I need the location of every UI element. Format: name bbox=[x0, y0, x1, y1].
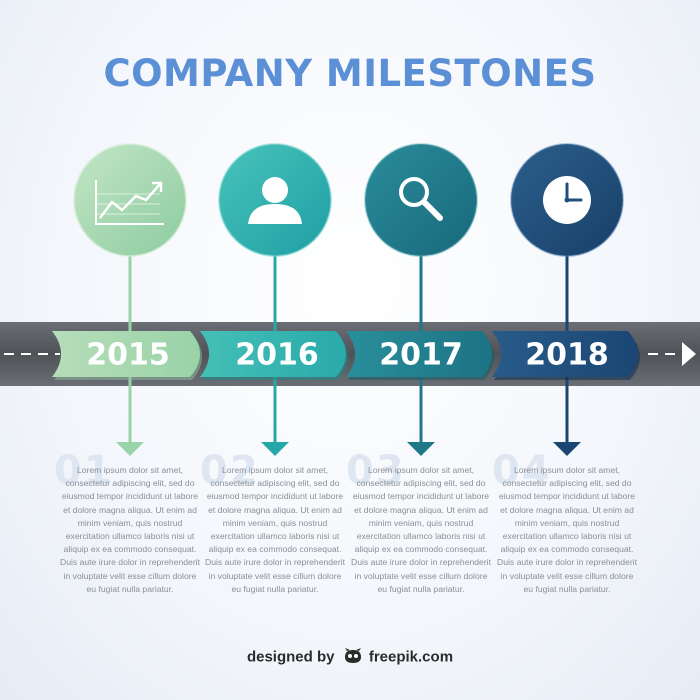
footer-credit: designed by freepik.com bbox=[0, 648, 700, 667]
user-icon bbox=[248, 177, 302, 224]
step-number-04: 04 bbox=[492, 448, 552, 494]
year-2017-label: 2017 bbox=[379, 338, 463, 373]
milestone-circle-2016 bbox=[218, 143, 332, 257]
year-tag-2016: 2016 bbox=[200, 331, 348, 380]
year-2018-label: 2018 bbox=[525, 338, 609, 373]
milestone-circle-2015 bbox=[73, 143, 187, 257]
step-number-03: 03 bbox=[346, 448, 406, 494]
milestone-description-2016: Lorem ipsum dolor sit amet, consectetur … bbox=[205, 465, 345, 594]
year-tag-2017: 2017 bbox=[346, 331, 494, 380]
magnifier-icon bbox=[399, 177, 443, 221]
year-tag-2018: 2018 bbox=[492, 331, 640, 380]
line-chart-icon bbox=[95, 180, 164, 225]
page-title: COMPANY MILESTONES bbox=[103, 52, 597, 95]
milestone-description-2017: Lorem ipsum dolor sit amet, consectetur … bbox=[351, 465, 491, 594]
milestone-circle-2017 bbox=[364, 143, 478, 257]
year-2015-label: 2015 bbox=[86, 338, 170, 373]
freepik-logo-icon bbox=[344, 648, 361, 663]
milestone-description-2018: Lorem ipsum dolor sit amet, consectetur … bbox=[497, 465, 637, 594]
year-2016-label: 2016 bbox=[235, 338, 319, 373]
milestone-circle-2018 bbox=[510, 143, 624, 257]
step-number-01: 01 bbox=[54, 448, 114, 494]
footer-prefix: designed by bbox=[246, 648, 335, 666]
step-number-02: 02 bbox=[200, 448, 260, 494]
clock-icon bbox=[543, 176, 591, 224]
road-arrow-icon bbox=[682, 342, 696, 366]
milestone-description-2015: Lorem ipsum dolor sit amet, consectetur … bbox=[60, 465, 200, 594]
year-tag-2015: 2015 bbox=[52, 331, 202, 380]
footer-brand[interactable]: freepik.com bbox=[368, 648, 454, 666]
